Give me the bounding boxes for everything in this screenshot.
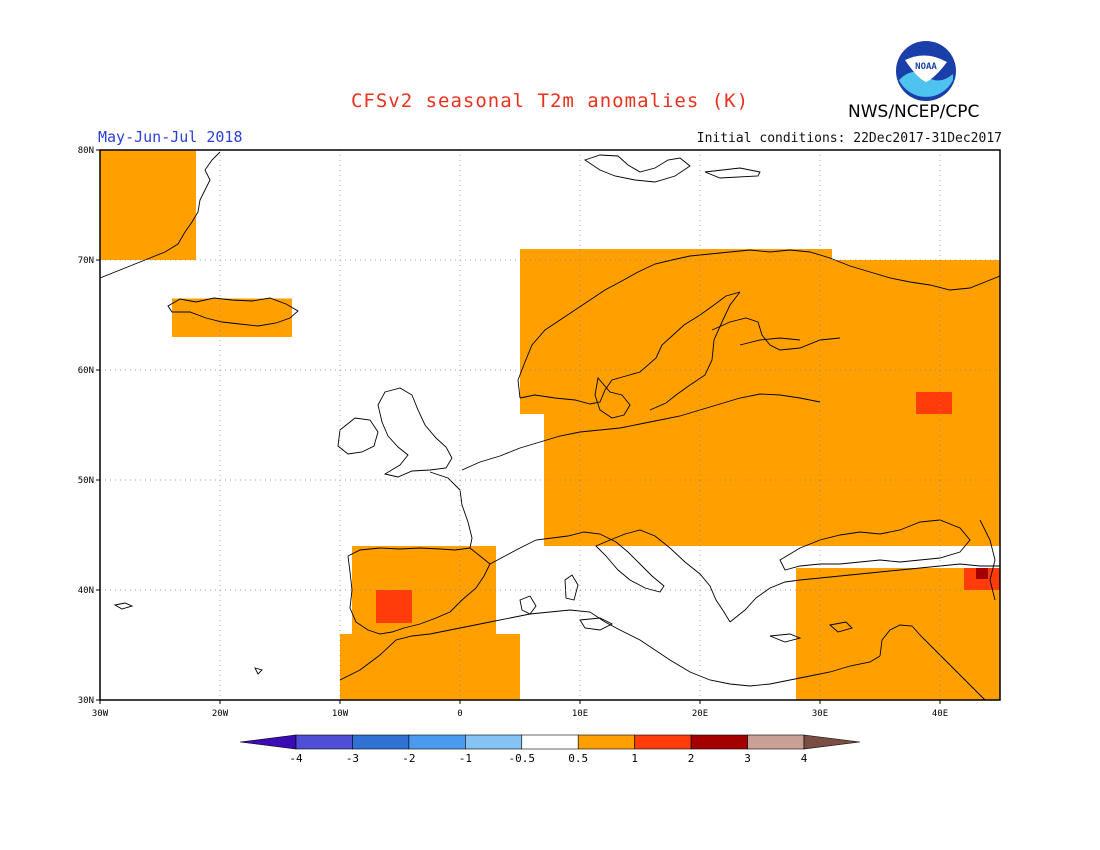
- anomaly-region-0: [100, 150, 196, 260]
- colorbar-label: 0.5: [568, 752, 588, 765]
- colorbar-label: -0.5: [509, 752, 536, 765]
- colorbar-swatch: [634, 734, 692, 750]
- colorbar-swatch: [690, 734, 748, 750]
- colorbar-swatch: [577, 734, 635, 750]
- colorbar-label: -3: [346, 752, 359, 765]
- anomaly-region-8: [376, 590, 412, 623]
- lat-tick-label: 30N: [78, 696, 94, 706]
- noaa-logo-text: NOAA: [915, 62, 937, 72]
- initial-conditions: Initial conditions: 22Dec2017-31Dec2017: [696, 131, 1002, 146]
- colorbar-low-arrow: [239, 734, 297, 750]
- anomaly-region-1: [172, 298, 292, 337]
- anomaly-region-6: [340, 634, 520, 700]
- colorbar-label: -1: [459, 752, 472, 765]
- colorbar-swatch: [465, 734, 523, 750]
- lon-tick-label: 20W: [212, 709, 229, 719]
- anomaly-region-9: [916, 392, 952, 414]
- colorbar-swatch: [521, 734, 579, 750]
- lon-tick-label: 30W: [92, 709, 109, 719]
- anomaly-region-5: [352, 546, 496, 634]
- lat-lon-grid: [100, 150, 1000, 700]
- colorbar-swatch: [352, 734, 410, 750]
- anomaly-region-2: [520, 249, 832, 414]
- colorbar-swatch: [408, 734, 466, 750]
- colorbar-label: -2: [402, 752, 415, 765]
- colorbar-label: 3: [744, 752, 751, 765]
- lon-tick-label: 10E: [572, 709, 588, 719]
- noaa-logo: NOAA: [896, 41, 956, 101]
- lat-tick-label: 80N: [78, 146, 94, 156]
- map-frame: [99, 149, 1001, 701]
- lon-tick-label: 0: [457, 709, 462, 719]
- lon-tick-label: 20E: [692, 709, 708, 719]
- lon-tick-label: 30E: [812, 709, 828, 719]
- axis-ticks: 30W 20W 10W 0 10E 20E 30E 40E 80N 70N 60N 50N 40N 30N: [78, 146, 948, 719]
- chart-title: CFSv2 seasonal T2m anomalies (K): [350, 90, 750, 112]
- colorbar-label: 4: [801, 752, 808, 765]
- colorbar-swatch: [295, 734, 353, 750]
- lat-tick-label: 70N: [78, 256, 94, 266]
- colorbar-high-arrow: [803, 734, 861, 750]
- lon-tick-label: 10W: [332, 709, 349, 719]
- anomaly-region-11: [976, 568, 988, 579]
- lon-tick-label: 40E: [932, 709, 948, 719]
- agency-label: NWS/NCEP/CPC: [848, 102, 980, 122]
- colorbar-label: 1: [631, 752, 638, 765]
- colorbar-swatch: [747, 734, 805, 750]
- colorbar-label: 2: [688, 752, 695, 765]
- lat-tick-label: 40N: [78, 586, 94, 596]
- forecast-period: May-Jun-Jul 2018: [98, 128, 243, 146]
- colorbar-label: -4: [289, 752, 303, 765]
- anomaly-shading: [100, 150, 1000, 700]
- coastlines: [100, 151, 1000, 700]
- lat-tick-label: 50N: [78, 476, 94, 486]
- colorbar: -4 -3 -2 -1 -0.5 0.5 1 2 3 4: [239, 734, 861, 765]
- lat-tick-label: 60N: [78, 366, 94, 376]
